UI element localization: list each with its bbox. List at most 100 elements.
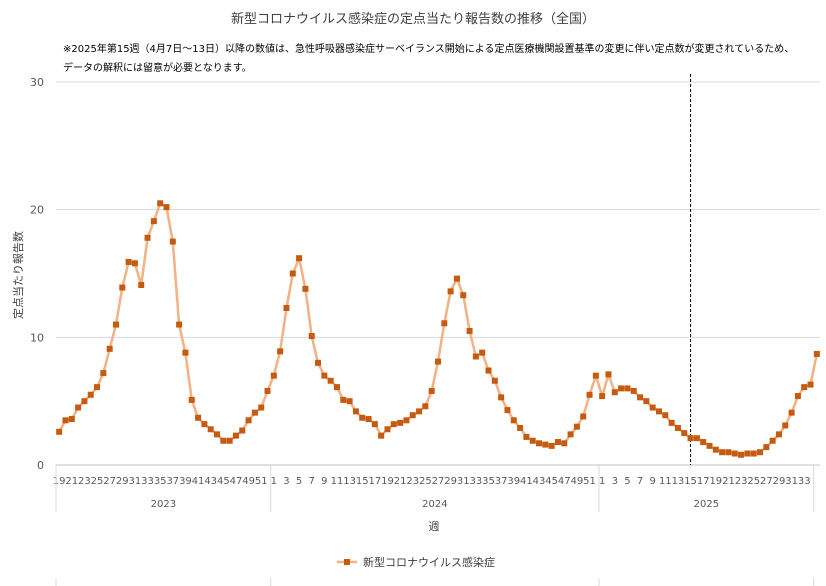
data-point [296,255,303,262]
data-point [75,404,82,411]
data-point [693,435,700,442]
x-tick-label: 19 [381,476,394,487]
data-point [775,431,782,438]
x-tick-label: 11 [659,476,672,487]
x-tick-label: 33 [470,476,483,487]
data-point [100,370,107,377]
data-point [207,426,214,433]
data-point [441,320,448,327]
data-point [453,275,460,282]
y-tick-label: 10 [30,331,44,344]
data-point [782,422,789,429]
data-point [485,367,492,374]
data-point [498,394,505,401]
x-tick-label: 29 [116,476,129,487]
x-tick-label: 27 [103,476,116,487]
data-point [757,449,764,456]
data-point [195,414,202,421]
data-point [788,409,795,416]
data-point [87,391,94,398]
x-tick-label: 35 [154,476,167,487]
x-tick-label: 17 [368,476,381,487]
x-tick-label: 49 [242,476,255,487]
x-tick-label: 39 [507,476,520,487]
data-point [125,259,132,266]
x-tick-label: 3 [283,476,289,487]
x-tick-label: 31 [129,476,142,487]
data-point [245,417,252,424]
x-tick-label: 39 [179,476,192,487]
x-tick-label: 5 [624,476,630,487]
data-point [333,384,340,391]
data-point [264,387,271,394]
data-point [397,419,404,426]
data-point [359,414,366,421]
data-point [220,437,227,444]
data-point [769,437,776,444]
data-point [327,377,334,384]
data-point [674,424,681,431]
data-point [731,450,738,457]
data-point [188,396,195,403]
x-tick-label: 27 [432,476,445,487]
x-tick-label: 15 [684,476,697,487]
data-point [573,423,580,430]
x-tick-label: 47 [230,476,243,487]
data-point [315,359,322,366]
x-tick-label: 7 [309,476,315,487]
data-point [813,350,820,357]
data-point [580,413,587,420]
data-point [643,398,650,405]
x-tick-label: 43 [204,476,217,487]
x-tick-label: 27 [760,476,773,487]
data-point [763,444,770,451]
data-point [232,432,239,439]
data-point [302,285,309,292]
x-tick-label: 25 [747,476,760,487]
data-point [150,218,157,225]
data-point [466,327,473,334]
x-tick-label: 23 [406,476,419,487]
data-point [352,408,359,415]
x-tick-label: 21 [65,476,78,487]
data-point [807,381,814,388]
data-point [62,417,69,424]
chart-title: 新型コロナウイルス感染症の定点当たり報告数の推移（全国） [231,11,595,27]
data-point [794,393,801,400]
x-tick-label: 29 [444,476,457,487]
x-tick-label: 43 [533,476,546,487]
x-tick-label: 41 [520,476,533,487]
data-point [289,270,296,277]
data-point [112,321,119,328]
x-tick-label: 17 [697,476,710,487]
data-point [662,412,669,419]
data-point [68,416,75,423]
data-point [744,450,751,457]
data-point [435,358,441,365]
legend: 新型コロナウイルス感染症 [337,555,495,569]
data-point [169,238,176,245]
data-point [624,385,631,392]
data-point [447,288,454,295]
x-tick-label: 47 [558,476,571,487]
data-point [655,408,662,415]
data-point [700,439,707,446]
data-point [592,372,599,379]
data-point [422,403,429,410]
x-tick-label: 45 [545,476,558,487]
chart-note-line-2: データの解釈には留意が必要となります。 [63,61,252,74]
x-tick-label: 19 [53,476,66,487]
data-point [706,442,713,449]
data-point [681,430,688,437]
x-tick-label: 21 [394,476,407,487]
x-tick-label: 51 [255,476,268,487]
data-point [668,419,675,426]
data-point [567,431,574,438]
data-point [725,449,732,456]
data-point [542,441,549,448]
data-point [630,387,637,394]
data-point [536,440,543,447]
legend-marker [344,559,350,565]
year-label: 2024 [422,499,447,510]
data-point [56,428,63,435]
